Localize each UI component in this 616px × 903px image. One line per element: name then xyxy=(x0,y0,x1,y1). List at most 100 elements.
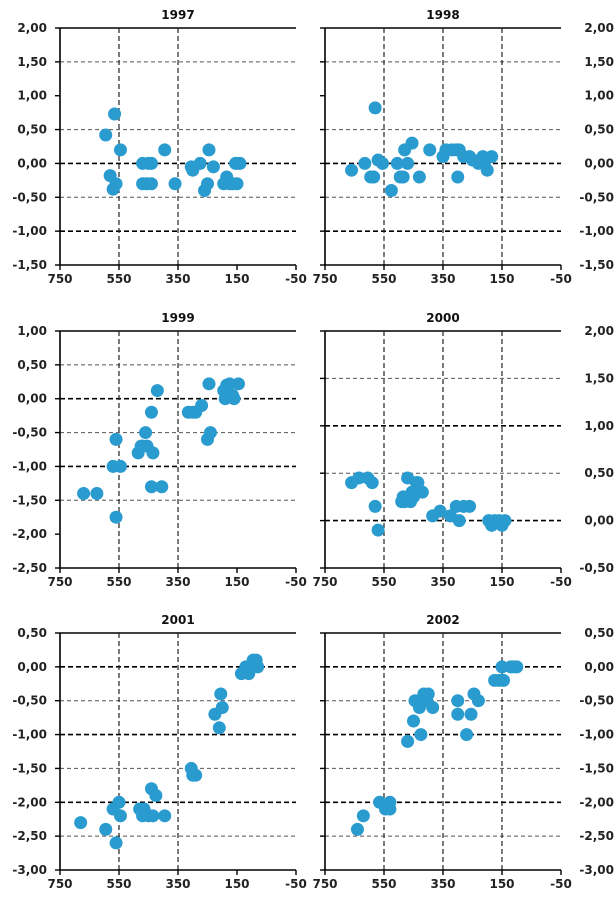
data-point xyxy=(464,707,478,721)
x-tick-label: 350 xyxy=(430,877,455,891)
x-tick-label: -50 xyxy=(550,877,572,891)
x-tick-label: 750 xyxy=(47,575,72,589)
x-tick-label: 750 xyxy=(312,575,337,589)
y-tick-label: 2,00 xyxy=(17,21,47,35)
panel-2001: 2001 750 550 350 150 -50 0,50 0,00 -0,50 -1,00 -1,… xyxy=(12,613,306,891)
data-point xyxy=(158,809,172,823)
data-point xyxy=(99,128,113,142)
data-point xyxy=(356,809,370,823)
data-point xyxy=(189,768,203,782)
y-tick-label: 0,00 xyxy=(584,514,614,528)
panel-title: 1999 xyxy=(161,311,194,325)
data-point xyxy=(144,480,158,494)
data-point xyxy=(251,660,265,674)
data-point xyxy=(113,143,127,157)
x-tick-label: 550 xyxy=(106,272,131,286)
y-tick-label: -2,00 xyxy=(12,795,47,809)
y-tick-label: -1,50 xyxy=(12,761,47,775)
data-point xyxy=(452,514,466,528)
data-point xyxy=(376,156,390,170)
y-tick-label: 0,50 xyxy=(584,626,614,640)
data-point xyxy=(150,384,164,398)
y-tick-label: -3,00 xyxy=(12,863,47,877)
data-point xyxy=(401,734,415,748)
data-point xyxy=(109,177,123,191)
x-tick-label: 150 xyxy=(224,877,249,891)
y-tick-label: 1,00 xyxy=(17,324,47,338)
data-point xyxy=(433,504,447,518)
x-tick-label: 350 xyxy=(165,272,190,286)
panel-1998: 1998 750 550 350 150 -50 2,00 1,50 1,00 0,50 0,00 -… xyxy=(312,8,614,286)
data-point xyxy=(206,160,220,174)
y-tick-label: 1,00 xyxy=(584,419,614,433)
data-point xyxy=(168,177,182,191)
y-tick-label: 0,50 xyxy=(17,358,47,372)
x-tick-label: -50 xyxy=(550,575,572,589)
data-point xyxy=(451,707,465,721)
y-tick-label: -0,50 xyxy=(579,190,614,204)
data-point xyxy=(214,687,228,701)
data-point xyxy=(139,426,153,440)
data-point xyxy=(144,405,158,419)
panel-title: 1998 xyxy=(426,8,459,22)
y-tick-label: 1,00 xyxy=(17,89,47,103)
data-point xyxy=(480,163,494,177)
y-tick-label: -2,50 xyxy=(12,561,47,575)
panel-2000: 2000 750 550 350 150 -50 2,00 1,50 1,00 0,50 0,00 -… xyxy=(312,311,614,589)
y-tick-label: -1,50 xyxy=(12,258,47,272)
data-point xyxy=(460,728,474,742)
y-tick-label: 1,50 xyxy=(584,371,614,385)
data-point xyxy=(158,143,172,157)
x-tick-label: 150 xyxy=(224,575,249,589)
data-point xyxy=(146,446,160,460)
data-point xyxy=(451,694,465,708)
panel-title: 1997 xyxy=(161,8,194,22)
y-tick-label: 0,00 xyxy=(584,156,614,170)
data-point xyxy=(233,156,247,170)
y-tick-label: 0,50 xyxy=(584,123,614,137)
data-point xyxy=(112,795,126,809)
data-point xyxy=(384,184,398,198)
panel-title: 2000 xyxy=(426,311,459,325)
data-point xyxy=(201,177,214,191)
y-tick-label: -2,00 xyxy=(579,795,614,809)
x-tick-label: 150 xyxy=(224,272,249,286)
y-tick-label: -1,00 xyxy=(579,224,614,238)
x-tick-label: 350 xyxy=(430,272,455,286)
data-point xyxy=(230,177,244,191)
data-point xyxy=(345,163,359,177)
data-point xyxy=(358,156,372,170)
x-tick-label: -50 xyxy=(285,877,307,891)
data-point xyxy=(485,150,499,164)
panel-title: 2002 xyxy=(426,613,459,627)
x-tick-label: 350 xyxy=(165,877,190,891)
y-tick-label: -1,00 xyxy=(579,728,614,742)
y-tick-label: -0,50 xyxy=(12,190,47,204)
y-tick-label: -0,50 xyxy=(12,426,47,440)
panel-title: 2001 xyxy=(161,613,194,627)
panel-2002: 2002 750 550 350 150 -50 0,50 0,00 -0,50 -1,00 -1,… xyxy=(312,613,614,891)
data-point xyxy=(407,714,420,728)
y-tick-label: 2,00 xyxy=(584,21,614,35)
data-point xyxy=(108,107,122,121)
x-tick-label: -50 xyxy=(285,575,307,589)
y-tick-label: 0,00 xyxy=(584,660,614,674)
x-tick-label: 750 xyxy=(312,877,337,891)
data-point xyxy=(383,802,397,816)
y-tick-label: -0,50 xyxy=(579,561,614,575)
data-point xyxy=(415,485,429,499)
data-point xyxy=(368,499,382,513)
x-tick-label: -50 xyxy=(550,272,572,286)
data-point xyxy=(144,156,158,170)
data-point xyxy=(149,789,163,803)
data-point xyxy=(414,728,428,742)
data-point xyxy=(423,143,437,157)
data-point xyxy=(231,377,245,391)
data-point xyxy=(109,432,123,446)
data-point xyxy=(212,721,226,735)
y-tick-label: 2,00 xyxy=(584,324,614,338)
x-tick-label: 750 xyxy=(47,877,72,891)
x-tick-label: -50 xyxy=(285,272,307,286)
y-tick-label: -1,50 xyxy=(12,493,47,507)
